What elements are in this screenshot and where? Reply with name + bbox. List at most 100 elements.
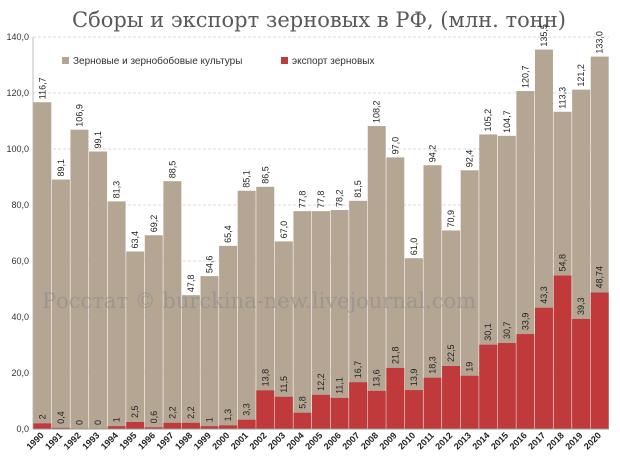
x-tick-label: 2011 (415, 430, 436, 451)
data-label-export: 1 (205, 417, 215, 422)
bar-harvest (312, 211, 330, 429)
data-label-export: 11,1 (335, 377, 345, 394)
data-label-export: 21,8 (390, 346, 400, 364)
data-label-harvest: 69,2 (149, 215, 159, 233)
data-label-export: 2 (37, 414, 47, 419)
x-tick-label: 1999 (192, 430, 213, 451)
data-label-export: 12,2 (316, 373, 326, 391)
x-tick-label: 2008 (359, 430, 380, 451)
x-tick-label: 2010 (396, 430, 417, 451)
x-tick-label: 1995 (117, 430, 138, 451)
data-label-harvest: 61,0 (409, 238, 419, 256)
x-tick-label: 2015 (489, 430, 510, 451)
y-axis: 0,0 20,0 40,0 60,0 80,0 100,0 120,0 140,0 (6, 32, 34, 434)
bar-export (367, 390, 386, 429)
data-label-harvest: 81,3 (112, 181, 122, 199)
legend: Зерновые и зернобобовые культуры экспорт… (62, 55, 374, 67)
data-label-export: 48,74 (595, 266, 605, 289)
bar-export (293, 412, 312, 429)
bar-export (497, 343, 516, 429)
bar-harvest (423, 165, 442, 430)
data-label-export: 18,3 (427, 356, 437, 374)
bar-export (200, 426, 219, 429)
data-label-harvest: 78,2 (335, 190, 345, 208)
bar-export (553, 275, 572, 429)
legend-swatch-harvest (62, 57, 69, 64)
data-label-harvest: 85,1 (242, 170, 252, 188)
data-label-harvest: 88,5 (167, 161, 177, 179)
data-label-export: 2,5 (130, 405, 140, 418)
data-label-harvest: 86,5 (260, 166, 270, 184)
x-tick-label: 2001 (229, 430, 250, 451)
bar-export (33, 423, 52, 429)
bar-export (330, 397, 349, 429)
x-tick-label: 2003 (266, 430, 287, 451)
bar-export (126, 422, 145, 429)
data-label-harvest: 133,0 (595, 31, 605, 54)
data-label-harvest: 81,5 (353, 180, 363, 198)
bar-harvest (107, 201, 126, 429)
bar-harvest (163, 181, 182, 429)
bars: 116,7289,10,4106,9099,1081,3163,42,569,2… (33, 24, 609, 430)
bar-harvest (386, 157, 405, 429)
bar-export (312, 394, 330, 429)
data-label-export: 11,5 (279, 376, 289, 393)
y-tick-label: 120,0 (6, 88, 29, 98)
bar-export (590, 292, 609, 429)
bar-export (572, 318, 591, 429)
data-label-export: 54,8 (558, 254, 568, 272)
data-label-harvest: 108,2 (372, 101, 382, 124)
data-label-harvest: 65,4 (223, 225, 233, 243)
data-label-export: 30,7 (502, 322, 512, 340)
bar-export (107, 426, 126, 429)
y-tick-label: 20,0 (11, 368, 29, 378)
data-label-harvest: 77,8 (297, 191, 307, 209)
x-tick-label: 1998 (173, 430, 194, 451)
data-label-export: 39,3 (576, 297, 586, 315)
bar-harvest (70, 129, 89, 429)
data-label-harvest: 92,4 (465, 150, 475, 168)
data-label-harvest: 70,9 (446, 210, 456, 228)
data-label-export: 2,2 (167, 406, 177, 419)
x-tick-label: 2016 (508, 430, 529, 451)
y-tick-label: 60,0 (11, 256, 29, 266)
data-label-export: 33,9 (520, 313, 530, 331)
x-tick-label: 2017 (526, 430, 547, 451)
data-label-export: 43,3 (539, 286, 549, 304)
data-label-export: 0,6 (149, 411, 159, 424)
data-label-export: 0 (93, 420, 103, 425)
legend-swatch-export (281, 57, 288, 64)
y-tick-label: 0,0 (16, 424, 29, 434)
bar-harvest (200, 276, 219, 429)
data-label-export: 0,4 (56, 411, 66, 424)
data-label-harvest: 121,2 (576, 64, 586, 87)
bar-harvest (274, 241, 293, 429)
data-label-export: 2,2 (186, 406, 196, 419)
data-label-harvest: 94,2 (427, 145, 437, 163)
x-tick-label: 2002 (247, 430, 268, 451)
y-tick-label: 40,0 (11, 312, 29, 322)
x-tick-label: 1993 (80, 430, 101, 451)
data-label-export: 1 (112, 417, 122, 422)
x-tick-label: 2018 (545, 430, 566, 451)
data-label-harvest: 67,0 (279, 221, 289, 239)
data-label-export: 16,7 (353, 361, 363, 379)
data-label-export: 22,5 (446, 344, 456, 362)
bar-export (423, 377, 442, 429)
x-tick-label: 2019 (563, 430, 584, 451)
bar-harvest (51, 179, 70, 429)
data-label-export: 19 (465, 362, 475, 372)
bar-harvest (126, 251, 145, 429)
bar-export (219, 425, 238, 429)
bar-export (256, 390, 275, 429)
bar-export (442, 366, 461, 429)
data-label-harvest: 89,1 (56, 159, 66, 177)
data-label-harvest: 106,9 (74, 104, 84, 127)
data-label-harvest: 54,6 (205, 256, 215, 274)
bar-harvest (256, 186, 275, 429)
bar-harvest (349, 200, 368, 429)
x-tick-label: 1994 (99, 430, 120, 451)
bar-export (404, 390, 423, 429)
x-tick-label: 1997 (155, 430, 176, 451)
